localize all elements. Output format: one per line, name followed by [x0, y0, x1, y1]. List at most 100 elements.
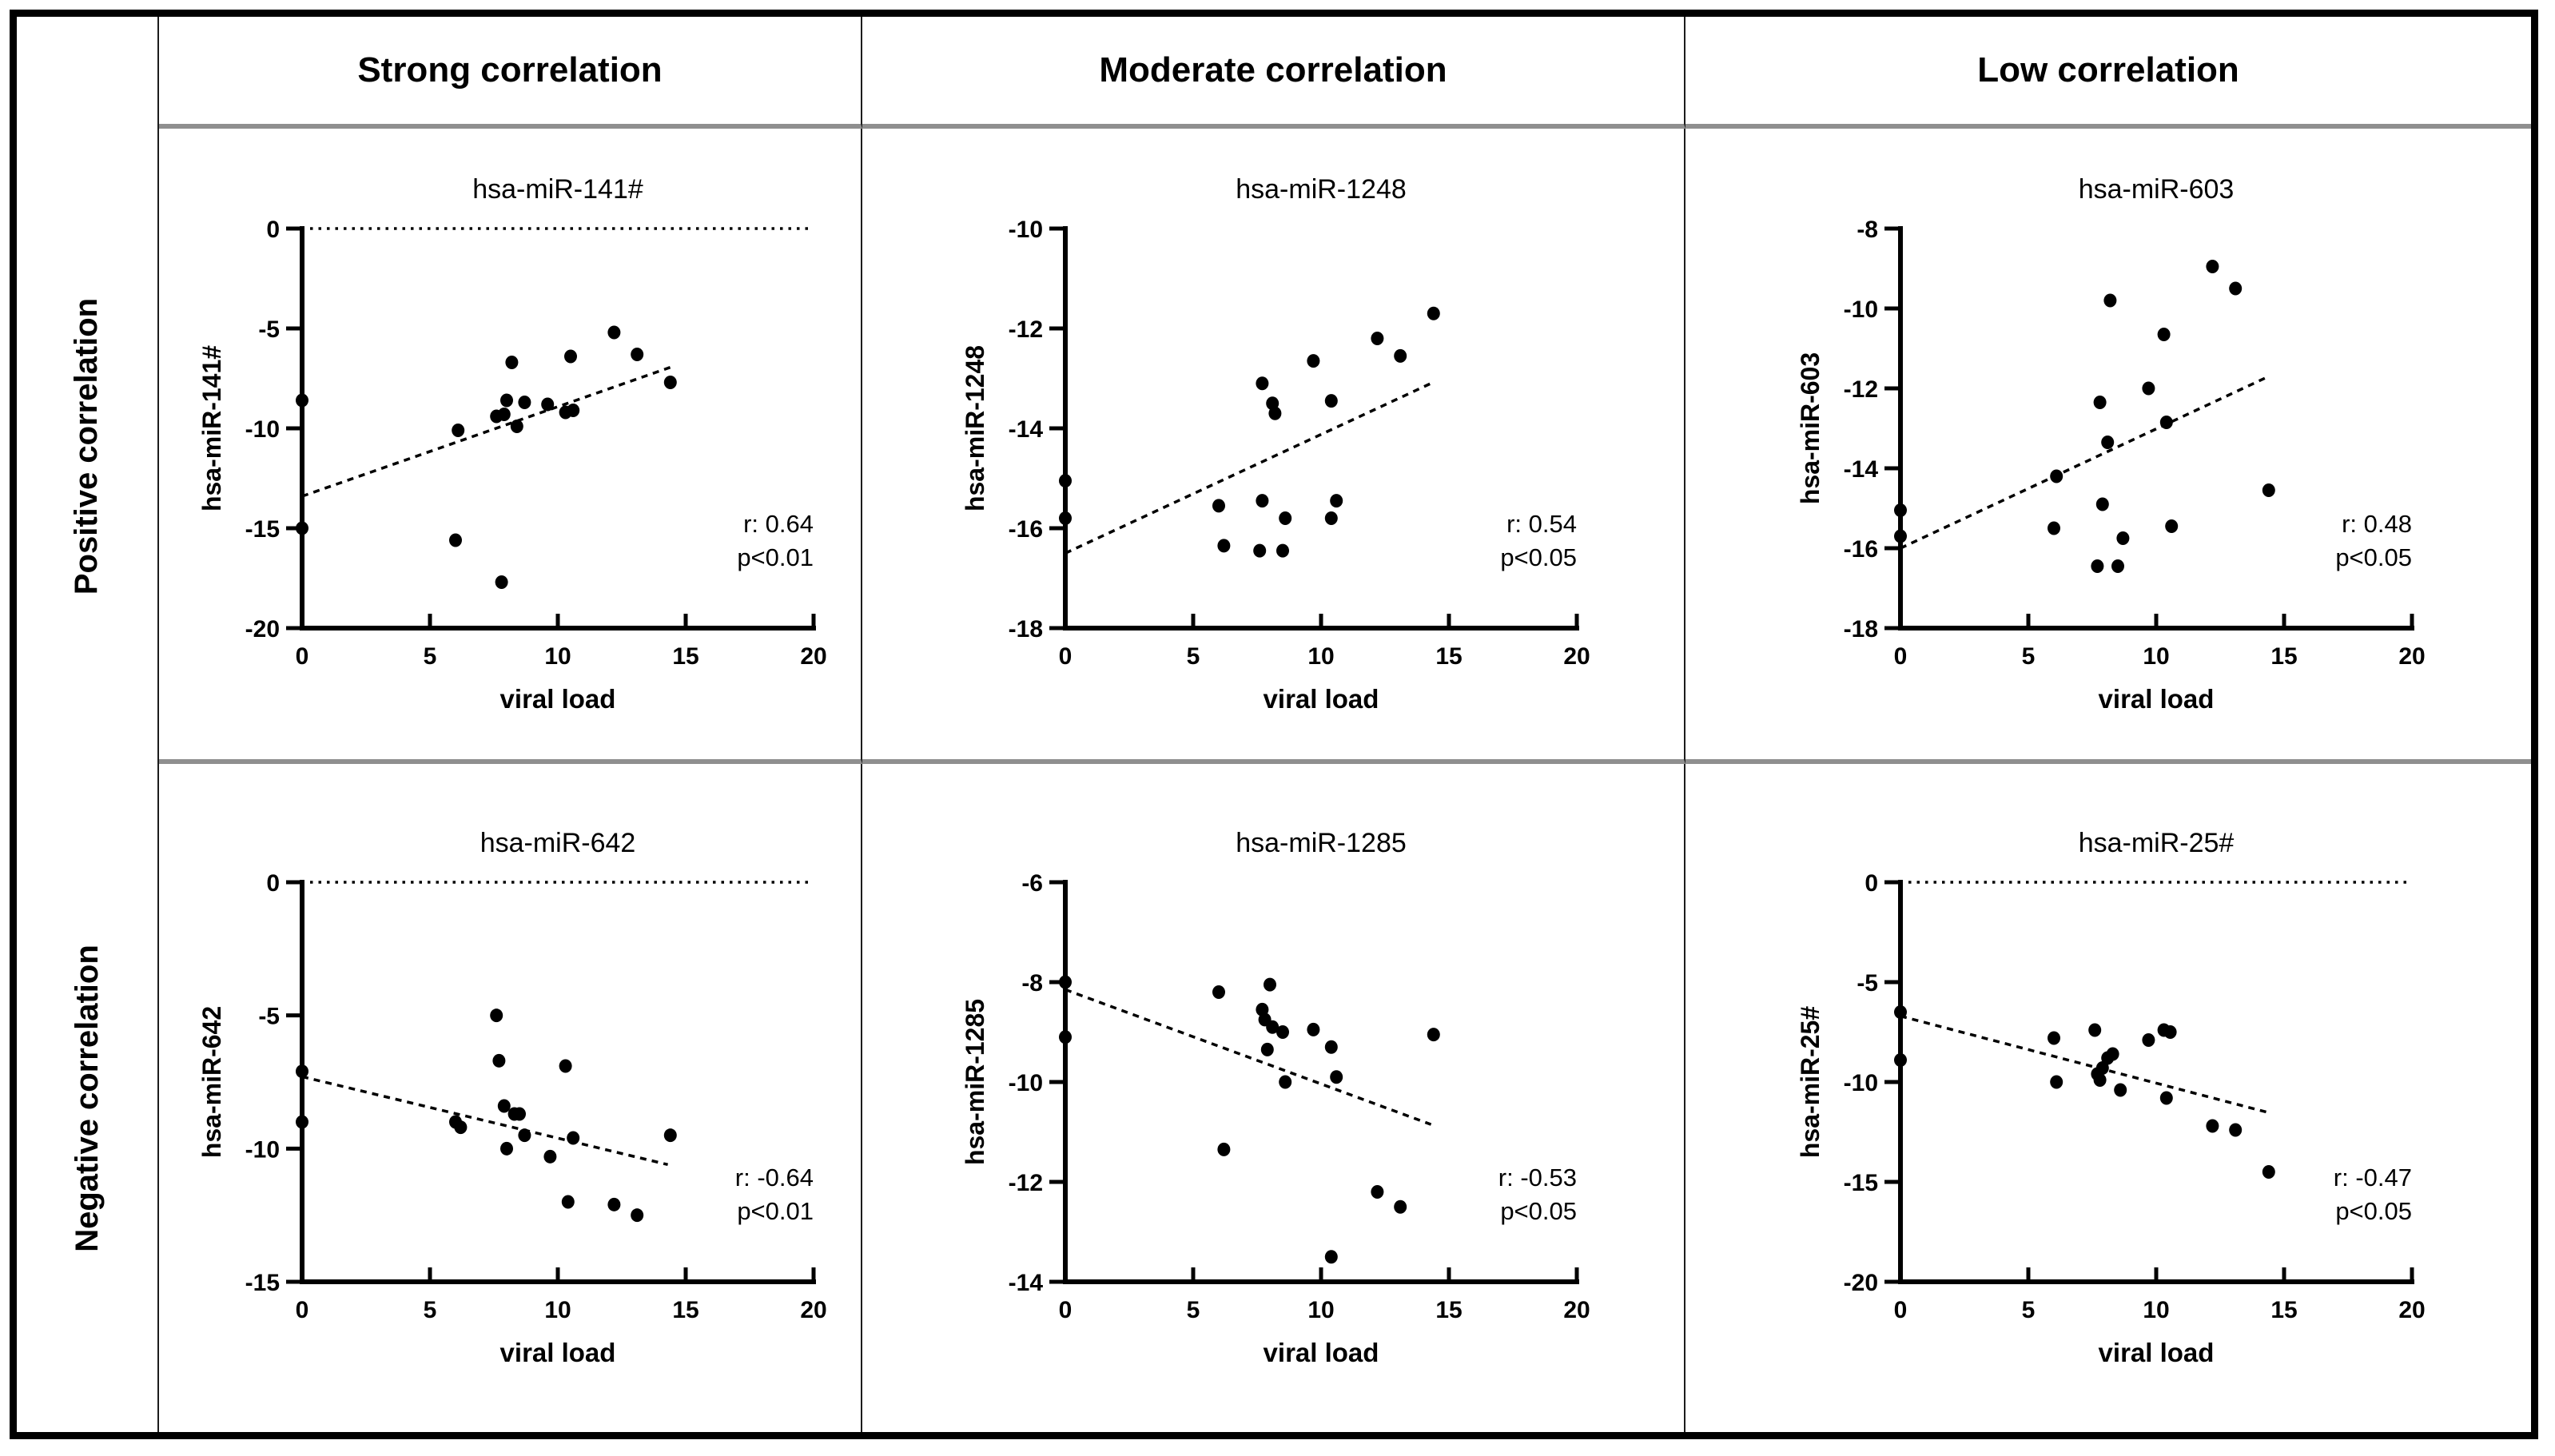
scatter-chart: hsa-miR-141# 0 -5 -10 -15 -20 0 5 10 15 20 viral lo…	[197, 174, 827, 714]
data-point	[559, 1059, 572, 1073]
correlation-p-text: p<0.01	[737, 543, 814, 571]
x-axis-tick-label: 15	[672, 1297, 698, 1323]
data-point	[1394, 1199, 1407, 1214]
data-point	[2095, 1061, 2109, 1075]
data-point	[2093, 395, 2107, 409]
chart-title: hsa-miR-141#	[472, 174, 643, 205]
data-point	[607, 1197, 621, 1211]
data-point	[561, 1195, 575, 1209]
data-point	[1279, 511, 1292, 525]
column-header-low: Low correlation	[1685, 17, 2531, 129]
x-axis-label: viral load	[1264, 684, 1379, 714]
data-point	[497, 407, 511, 421]
chart-title: hsa-miR-642	[480, 828, 636, 858]
data-point	[2165, 519, 2179, 533]
corner-cell	[17, 17, 159, 129]
y-axis-tick-label: 0	[266, 870, 280, 897]
x-axis-tick-label: 5	[424, 1297, 437, 1323]
x-axis-label: viral load	[500, 1338, 616, 1367]
row-header-negative-label: Negative correlation	[69, 944, 105, 1252]
chart-cell-hsa-miR-1248: hsa-miR-1248 -10 -12 -14 -16 -18 0 5 10 15 20 viral…	[862, 129, 1685, 764]
x-axis-tick-label: 5	[1187, 1297, 1200, 1323]
scatter-chart: hsa-miR-1248 -10 -12 -14 -16 -18 0 5 10 15 20 viral…	[961, 174, 1590, 714]
data-point	[513, 1107, 526, 1121]
x-axis-tick-label: 10	[1307, 643, 1334, 670]
column-header-moderate: Moderate correlation	[862, 17, 1685, 129]
correlation-r-text: r: -0.53	[1498, 1164, 1577, 1191]
scatter-chart: hsa-miR-1285 -6 -8 -10 -12 -14 0 5 10 15 20 viral l…	[961, 828, 1590, 1367]
data-point	[2159, 415, 2173, 429]
y-axis-tick-label: -10	[1009, 1070, 1043, 1096]
x-axis-tick-label: 5	[2022, 643, 2036, 670]
y-axis-label: hsa-miR-603	[1796, 352, 1825, 503]
correlation-r-text: r: -0.47	[2334, 1164, 2412, 1191]
data-point	[1212, 498, 1225, 512]
data-point	[2163, 1025, 2177, 1039]
y-axis-tick-label: -20	[1844, 1270, 1878, 1296]
data-point	[2142, 1033, 2155, 1047]
data-point	[543, 1149, 557, 1164]
data-point	[2116, 531, 2130, 545]
data-point	[518, 1128, 531, 1143]
y-axis-tick-label: 0	[266, 217, 280, 243]
column-header-strong: Strong correlation	[159, 17, 862, 129]
row-header-positive: Positive correlation	[17, 129, 159, 764]
data-point	[1394, 348, 1407, 363]
y-axis-label: hsa-miR-1285	[961, 999, 989, 1165]
data-point	[1324, 1040, 1338, 1054]
x-axis-label: viral load	[500, 684, 616, 714]
x-axis-tick-label: 5	[1187, 643, 1200, 670]
row-header-negative: Negative correlation	[17, 764, 159, 1432]
correlation-p-text: p<0.05	[1500, 1197, 1577, 1225]
data-point	[663, 375, 677, 389]
data-point	[500, 393, 513, 407]
chart-cell-hsa-miR-642: hsa-miR-642 0 -5 -10 -15 0 5 10 15 20 viral load hs…	[159, 764, 862, 1432]
chart-cell-hsa-miR-603: hsa-miR-603 -8 -10 -12 -14 -16 -18 0 5 10 15 20 vira…	[1685, 129, 2531, 764]
correlation-p-text: p<0.05	[2335, 543, 2412, 571]
data-point	[1324, 1250, 1338, 1264]
x-axis-label: viral load	[2099, 684, 2215, 714]
chart-cell-hsa-miR-1285: hsa-miR-1285 -6 -8 -10 -12 -14 0 5 10 15 20 viral l…	[862, 764, 1685, 1432]
data-point	[2048, 1031, 2060, 1045]
data-point	[2159, 1091, 2173, 1105]
correlation-r-text: r: 0.54	[1506, 510, 1577, 538]
data-point	[541, 397, 555, 411]
data-point	[2106, 1047, 2119, 1061]
y-axis-tick-label: -12	[1009, 1170, 1043, 1196]
data-point	[1427, 1028, 1440, 1042]
x-axis-tick-label: 15	[1435, 643, 1462, 670]
trend-line	[1065, 988, 1432, 1126]
x-axis-tick-label: 20	[1563, 643, 1590, 670]
y-axis-tick-label: -5	[258, 316, 280, 343]
chart-title: hsa-miR-25#	[2079, 828, 2235, 858]
y-axis-label: hsa-miR-25#	[1796, 1006, 1825, 1159]
x-axis-tick-label: 10	[1307, 1297, 1334, 1323]
y-axis-tick-label: -10	[1844, 296, 1878, 323]
data-point	[1264, 977, 1276, 992]
y-axis-tick-label: -10	[1009, 217, 1043, 243]
data-point	[1268, 406, 1282, 420]
correlation-r-text: r: 0.48	[2342, 510, 2412, 538]
y-axis-tick-label: -10	[245, 416, 280, 443]
scatter-chart: hsa-miR-642 0 -5 -10 -15 0 5 10 15 20 viral load hs…	[197, 828, 827, 1367]
data-point	[631, 1208, 644, 1223]
data-point	[1276, 543, 1289, 558]
data-point	[490, 1008, 503, 1023]
data-point	[2206, 1119, 2219, 1133]
correlation-p-text: p<0.01	[737, 1197, 814, 1225]
data-point	[1371, 1185, 1384, 1199]
data-point	[510, 419, 523, 433]
y-axis-tick-label: -18	[1009, 616, 1043, 642]
data-point	[2157, 327, 2171, 341]
data-point	[1217, 1142, 1231, 1156]
data-point	[2101, 435, 2115, 449]
scatter-chart: hsa-miR-603 -8 -10 -12 -14 -16 -18 0 5 10 15 20 vira…	[1796, 174, 2426, 714]
trend-line	[1900, 374, 2270, 550]
data-point	[2093, 1073, 2107, 1087]
y-axis-tick-label: -16	[1009, 516, 1043, 543]
data-point	[497, 1099, 511, 1113]
correlation-p-text: p<0.05	[2335, 1197, 2412, 1225]
y-axis-tick-label: -8	[1857, 217, 1878, 243]
data-point	[1307, 1022, 1320, 1036]
data-point	[1279, 1075, 1292, 1089]
